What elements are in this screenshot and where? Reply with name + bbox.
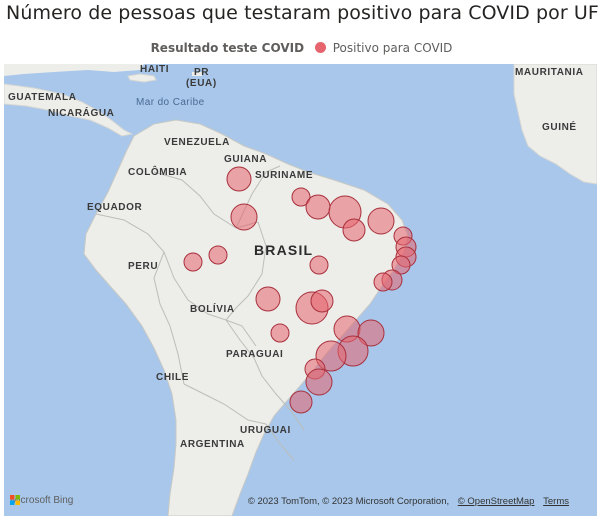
openstreetmap-link[interactable]: © OpenStreetMap bbox=[457, 496, 535, 507]
bubble-layer bbox=[183, 166, 417, 414]
puerto-rico-land bbox=[192, 72, 202, 76]
central-america-land bbox=[4, 83, 134, 137]
uf-bubble-14[interactable] bbox=[309, 255, 329, 275]
hispaniola-land bbox=[127, 73, 157, 83]
uf-bubble-27[interactable] bbox=[289, 390, 313, 414]
bing-logo: Microsoft Bing bbox=[10, 495, 73, 506]
uf-bubble-16[interactable] bbox=[183, 252, 203, 272]
south-america-land bbox=[83, 119, 409, 516]
north-land bbox=[4, 64, 144, 76]
terms-link[interactable]: Terms bbox=[543, 496, 569, 507]
copyright-text: © 2023 TomTom, © 2023 Microsoft Corporat… bbox=[247, 496, 450, 507]
uf-bubble-17[interactable] bbox=[255, 286, 281, 312]
label-chile: CHILE bbox=[156, 372, 189, 383]
uf-bubble-15[interactable] bbox=[208, 245, 228, 265]
label-eua: (EUA) bbox=[186, 78, 217, 89]
uf-bubble-20[interactable] bbox=[270, 323, 290, 343]
map-canvas[interactable]: HAITI PR (EUA) MAURITANIA GUATEMALA NICA… bbox=[4, 64, 597, 516]
bing-label: Microsoft Bing bbox=[10, 495, 74, 506]
label-haiti: HAITI bbox=[140, 64, 169, 75]
legend: Resultado teste COVID Positivo para COVI… bbox=[0, 41, 603, 55]
label-argentina: ARGENTINA bbox=[180, 439, 245, 450]
label-brasil: BRASIL bbox=[254, 242, 313, 258]
label-paraguai: PARAGUAI bbox=[226, 349, 283, 360]
uf-bubble-3[interactable] bbox=[291, 187, 311, 207]
uf-bubble-2[interactable] bbox=[230, 203, 258, 231]
label-guiana: GUIANA bbox=[224, 154, 267, 165]
uf-bubble-6[interactable] bbox=[342, 218, 366, 242]
label-bolivia: BOLÍVIA bbox=[190, 302, 235, 315]
uf-bubble-7[interactable] bbox=[367, 207, 395, 235]
uf-bubble-19[interactable] bbox=[310, 289, 334, 313]
map-visual[interactable]: HAITI PR (EUA) MAURITANIA GUATEMALA NICA… bbox=[4, 64, 597, 516]
label-guine: GUINÉ bbox=[542, 120, 577, 133]
legend-title: Resultado teste COVID bbox=[150, 41, 305, 55]
uf-bubble-26[interactable] bbox=[305, 368, 333, 396]
uf-bubble-4[interactable] bbox=[305, 194, 331, 220]
map-attribution: © 2023 TomTom, © 2023 Microsoft Corporat… bbox=[248, 496, 569, 507]
chart-title: Número de pessoas que testaram positivo … bbox=[6, 2, 599, 24]
label-uruguai: URUGUAI bbox=[240, 425, 291, 436]
label-guatemala: GUATEMALA bbox=[8, 92, 77, 103]
label-pr: PR bbox=[194, 67, 209, 78]
label-equador: EQUADOR bbox=[87, 202, 142, 213]
label-mar-caribe: Mar do Caribe bbox=[136, 97, 205, 108]
legend-marker bbox=[314, 42, 326, 53]
africa-land bbox=[513, 64, 597, 185]
label-venezuela: VENEZUELA bbox=[164, 137, 230, 148]
uf-bubble-11[interactable] bbox=[391, 255, 411, 275]
uf-bubble-13[interactable] bbox=[373, 272, 393, 292]
label-mauritania: MAURITANIA bbox=[515, 67, 584, 78]
uf-bubble-22[interactable] bbox=[357, 319, 385, 347]
legend-item-positivo[interactable]: Positivo para COVID bbox=[332, 41, 453, 55]
label-colombia: COLÔMBIA bbox=[128, 165, 187, 178]
uf-bubble-1[interactable] bbox=[226, 166, 252, 192]
label-suriname: SURINAME bbox=[255, 170, 313, 181]
label-nicaragua: NICARÁGUA bbox=[48, 106, 115, 119]
microsoft-logo-icon bbox=[10, 495, 20, 505]
label-peru: PERU bbox=[128, 261, 158, 272]
